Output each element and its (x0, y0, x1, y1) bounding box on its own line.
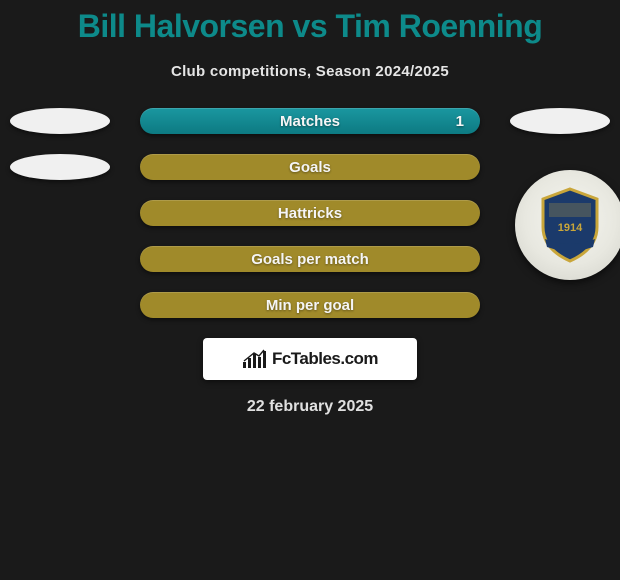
logo-text: FcTables.com (272, 349, 378, 369)
bar-goals: Goals (140, 154, 480, 180)
bar-label-goals: Goals (289, 159, 331, 176)
bar-gpm: Goals per match (140, 246, 480, 272)
right-badge-matches (510, 108, 610, 134)
bars-icon (242, 348, 268, 370)
shield-year: 1914 (558, 222, 583, 234)
row-matches: Matches 1 (0, 108, 620, 134)
page-title: Bill Halvorsen vs Tim Roenning (0, 0, 620, 45)
bar-mpg: Min per goal (140, 292, 480, 318)
left-badge-matches (10, 108, 110, 134)
shield-stripe (549, 203, 591, 217)
row-mpg: Min per goal (0, 292, 620, 318)
bar-label-matches: Matches (280, 113, 340, 130)
bar-matches: Matches 1 (140, 108, 480, 134)
bar-hattricks: Hattricks (140, 200, 480, 226)
subtitle: Club competitions, Season 2024/2025 (0, 63, 620, 80)
club-badge: 1914 (515, 170, 620, 280)
bar-value-matches: 1 (456, 113, 464, 130)
bar-label-mpg: Min per goal (266, 297, 354, 314)
bar-label-gpm: Goals per match (251, 251, 369, 268)
bar-label-hattricks: Hattricks (278, 205, 342, 222)
date-label: 22 february 2025 (0, 398, 620, 416)
row-goals: Goals (0, 154, 620, 180)
shield-icon: 1914 (535, 185, 605, 265)
fctables-logo[interactable]: FcTables.com (203, 338, 417, 380)
left-badge-goals (10, 154, 110, 180)
